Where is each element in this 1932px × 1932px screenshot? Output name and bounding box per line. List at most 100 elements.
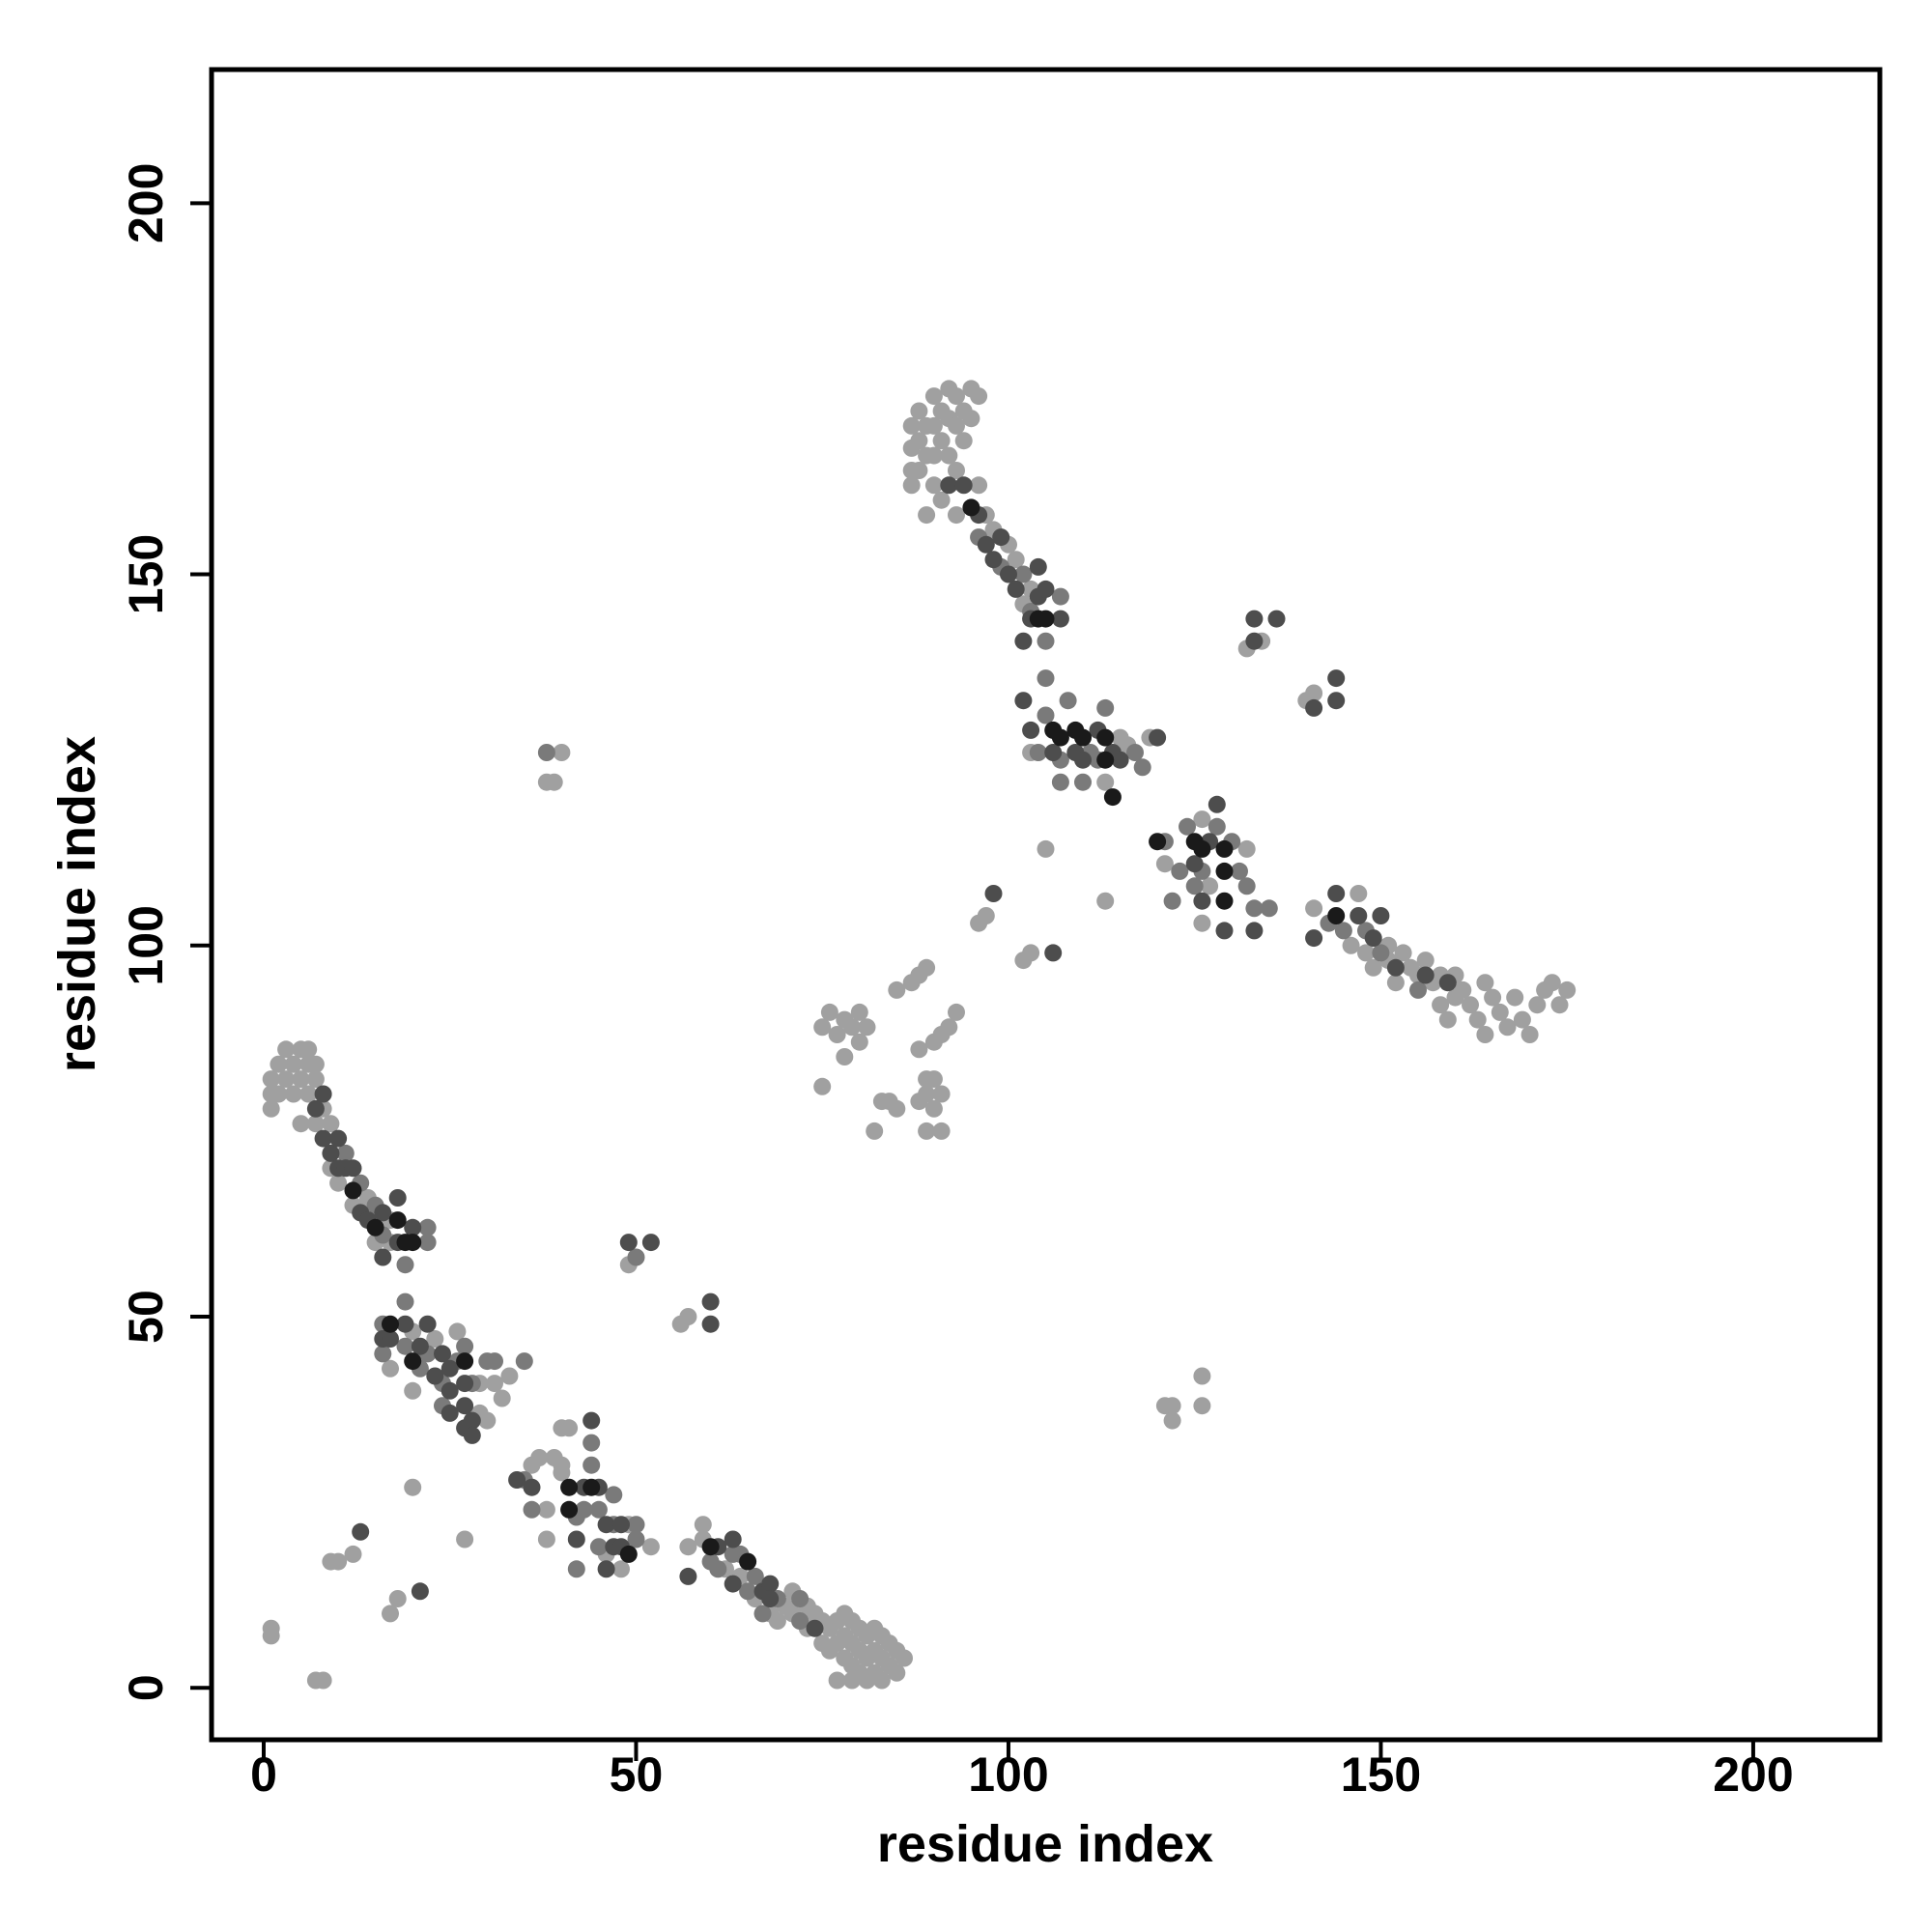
data-point: [679, 1538, 697, 1556]
data-point: [1416, 966, 1435, 984]
data-point: [948, 462, 965, 479]
data-point: [1074, 728, 1092, 747]
data-point: [486, 1352, 503, 1371]
y-axis-title: residue index: [48, 736, 106, 1072]
data-point: [396, 1256, 414, 1274]
data-point: [1051, 728, 1069, 747]
data-point: [582, 1478, 601, 1496]
data-point: [1327, 692, 1346, 710]
data-point: [456, 1530, 474, 1548]
data-point: [924, 416, 943, 435]
data-point: [1037, 669, 1055, 688]
data-point: [404, 1218, 422, 1236]
data-point: [902, 416, 921, 435]
data-point: [701, 1293, 720, 1311]
data-point: [1096, 892, 1115, 910]
data-point: [567, 1560, 585, 1578]
data-point: [1022, 721, 1040, 739]
data-point: [984, 885, 1003, 902]
data-point: [299, 1085, 318, 1103]
data-point: [440, 1359, 459, 1378]
data-point: [679, 1308, 697, 1325]
data-point: [1327, 907, 1346, 924]
data-point: [486, 1375, 503, 1393]
data-point: [374, 1345, 392, 1363]
data-point: [753, 1605, 772, 1623]
x-tick-label: 50: [610, 1747, 664, 1802]
data-point: [1438, 1010, 1457, 1029]
data-point: [508, 1471, 526, 1489]
data-point: [545, 773, 563, 791]
data-point: [1215, 862, 1234, 880]
data-point: [1029, 744, 1047, 761]
data-point: [1327, 669, 1346, 688]
data-point: [463, 1411, 481, 1430]
data-point: [1454, 980, 1472, 999]
data-point: [1044, 744, 1063, 761]
data-point: [537, 1500, 555, 1519]
data-point: [277, 1040, 296, 1059]
data-point: [523, 1500, 541, 1519]
data-point: [948, 1003, 965, 1021]
data-point: [1133, 758, 1151, 777]
data-point: [1059, 692, 1077, 710]
data-point: [440, 1381, 459, 1400]
data-point: [850, 1003, 868, 1021]
data-point: [1051, 587, 1069, 606]
data-point: [567, 1530, 585, 1548]
data-point: [1171, 862, 1189, 880]
data-point: [679, 1567, 697, 1585]
data-point: [1193, 914, 1211, 932]
data-point: [382, 1359, 399, 1378]
data-point: [605, 1486, 623, 1504]
data-point: [1462, 996, 1479, 1014]
data-point: [828, 1026, 846, 1043]
data-point: [619, 1234, 638, 1252]
data-point: [1305, 684, 1323, 702]
data-point: [1096, 728, 1115, 747]
data-point: [418, 1234, 437, 1252]
data-point: [612, 1560, 630, 1578]
data-point: [739, 1552, 757, 1571]
data-point: [1267, 610, 1286, 628]
data-point: [1215, 892, 1234, 910]
data-point: [977, 907, 995, 924]
data-point: [1193, 839, 1211, 858]
data-point: [1543, 974, 1561, 992]
data-point: [456, 1337, 474, 1355]
data-point: [910, 1040, 928, 1059]
data-point: [366, 1218, 384, 1236]
data-point: [1103, 788, 1122, 807]
data-point: [1357, 944, 1375, 962]
data-point: [560, 1478, 579, 1496]
data-point: [1237, 839, 1256, 858]
data-point: [382, 1605, 399, 1623]
data-point: [1305, 899, 1323, 918]
data-point: [924, 1099, 943, 1118]
x-tick-label: 0: [250, 1747, 277, 1802]
y-tick-label: 100: [119, 905, 173, 985]
data-point: [888, 980, 906, 999]
data-point: [329, 1174, 348, 1192]
data-point: [1007, 580, 1025, 598]
data-point: [537, 744, 555, 761]
data-point: [1208, 817, 1226, 836]
data-point: [910, 402, 928, 420]
data-point: [902, 476, 921, 495]
axis-ticks: 0 50 100 150 200 0 50 100 150 200: [119, 163, 1794, 1802]
data-point: [1476, 974, 1494, 992]
data-point: [1409, 980, 1427, 999]
data-point: [426, 1330, 444, 1348]
data-point: [836, 1048, 854, 1065]
data-point: [314, 1129, 332, 1148]
data-point: [1044, 944, 1063, 962]
data-point: [850, 1033, 868, 1051]
data-point: [478, 1411, 497, 1430]
data-point: [701, 1538, 720, 1556]
data-point: [1305, 698, 1323, 717]
data-point: [418, 1218, 437, 1236]
data-point: [1372, 907, 1390, 924]
data-point: [895, 1649, 913, 1667]
data-point: [1096, 698, 1115, 717]
data-point: [1037, 610, 1055, 628]
